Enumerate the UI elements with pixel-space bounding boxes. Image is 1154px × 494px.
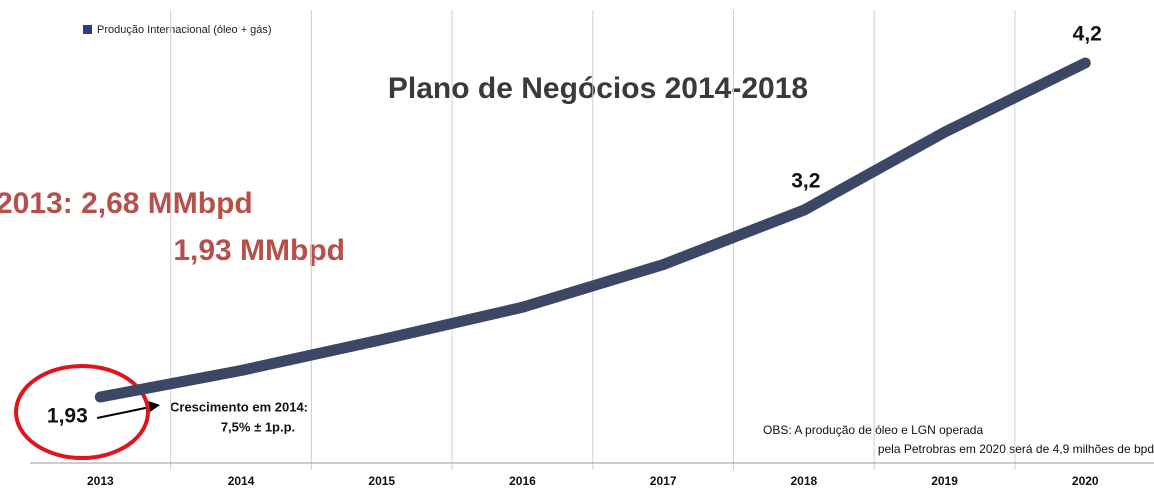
data-label: 1,93	[47, 405, 88, 428]
x-tick-label: 2015	[368, 474, 395, 488]
arrow	[96, 405, 156, 419]
data-label: 4,2	[1073, 23, 1102, 46]
x-tick-label: 2017	[650, 474, 677, 488]
annotation: 7,5% ± 1p.p.	[221, 419, 295, 434]
annotation: pela Petrobras em 2020 será de 4,9 milhõ…	[878, 442, 1154, 456]
x-tick-label: 2018	[790, 474, 817, 488]
legend-label: Produção Internacional (óleo + gás)	[97, 24, 272, 36]
highlight-ellipse	[14, 364, 150, 460]
annotation: Crescimento em 2014:	[170, 399, 308, 414]
x-tick-label: 2019	[931, 474, 958, 488]
annotation: 1,93 MMbpd	[173, 234, 345, 267]
x-tick-label: 2014	[228, 474, 255, 488]
x-tick-label: 2020	[1072, 474, 1099, 488]
legend-swatch	[83, 25, 92, 34]
data-label: 3,2	[791, 170, 820, 193]
line	[94, 57, 1091, 403]
x-tick-label: 2016	[509, 474, 536, 488]
annotation: 2013: 2,68 MMbpd	[0, 187, 253, 220]
arrow-head	[148, 401, 160, 412]
chart-title: Plano de Negócios 2014-2018	[388, 72, 808, 105]
x-tick-label: 2013	[87, 474, 114, 488]
annotation: OBS: A produção de óleo e LGN operada	[763, 423, 983, 437]
